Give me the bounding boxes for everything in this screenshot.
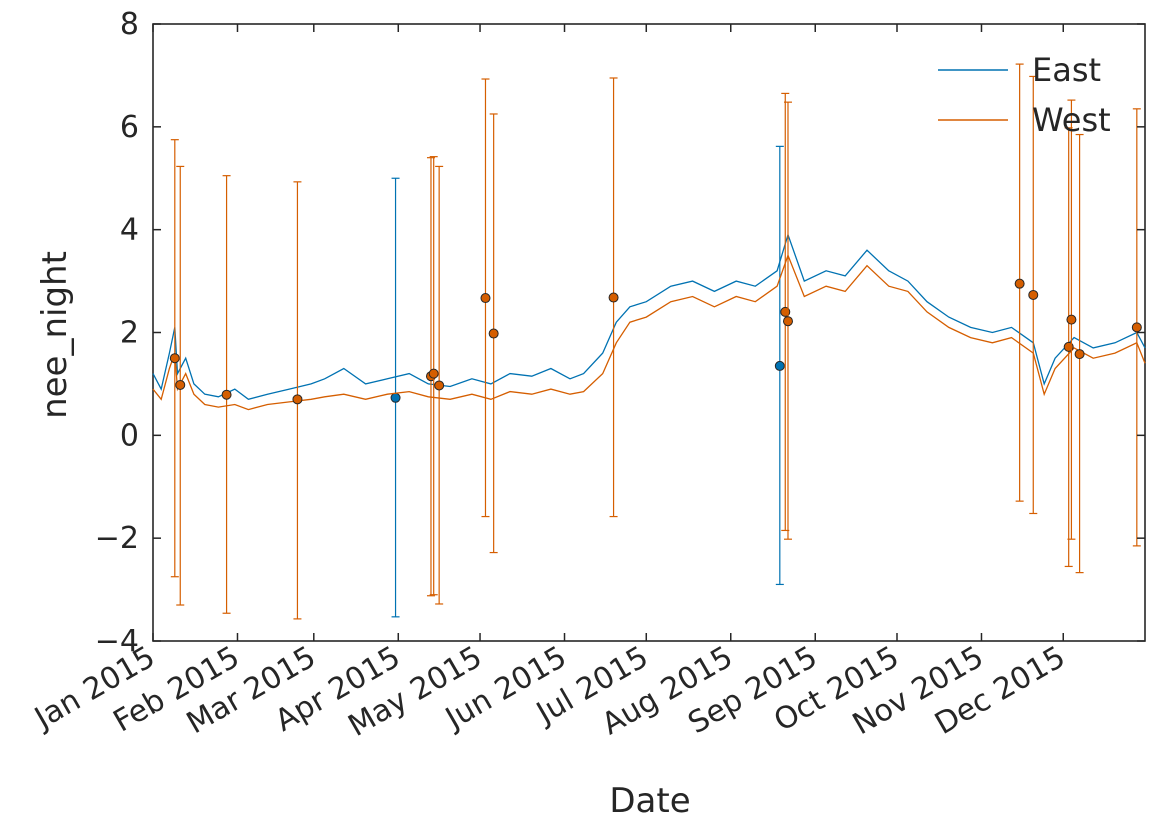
data-point bbox=[428, 368, 439, 379]
x-axis-label: Date bbox=[609, 781, 690, 821]
data-point bbox=[175, 379, 186, 390]
data-point bbox=[169, 353, 180, 364]
data-point bbox=[1028, 289, 1039, 300]
series-east bbox=[152, 145, 1146, 618]
legend: East West bbox=[938, 51, 1111, 139]
data-point bbox=[1066, 314, 1077, 325]
series-line bbox=[152, 253, 1146, 411]
data-point bbox=[1074, 349, 1085, 360]
y-tick-label: 2 bbox=[120, 316, 139, 351]
data-point bbox=[434, 380, 445, 391]
data-point bbox=[221, 389, 232, 400]
y-tick-label: 4 bbox=[120, 213, 139, 248]
data-point bbox=[488, 328, 499, 339]
data-point bbox=[1014, 278, 1025, 289]
y-tick-label: 8 bbox=[120, 7, 139, 42]
y-tick-label: −4 bbox=[95, 624, 139, 659]
y-tick-label: −2 bbox=[95, 521, 139, 556]
series-layer bbox=[152, 63, 1146, 620]
data-point bbox=[782, 316, 793, 327]
data-point bbox=[480, 293, 491, 304]
y-tick-label: 0 bbox=[120, 418, 139, 453]
data-point bbox=[390, 392, 401, 403]
series-west bbox=[152, 63, 1146, 620]
series-line bbox=[152, 232, 1146, 401]
data-point bbox=[774, 360, 785, 371]
y-tick-label: 6 bbox=[120, 110, 139, 145]
legend-label: West bbox=[1032, 101, 1111, 139]
plot-area bbox=[152, 23, 1146, 642]
legend-label: East bbox=[1032, 51, 1101, 89]
plot-frame bbox=[152, 23, 1146, 642]
data-point bbox=[1131, 322, 1142, 333]
data-point bbox=[292, 394, 303, 405]
y-axis-label: nee_night bbox=[35, 251, 75, 419]
data-point bbox=[608, 292, 619, 303]
